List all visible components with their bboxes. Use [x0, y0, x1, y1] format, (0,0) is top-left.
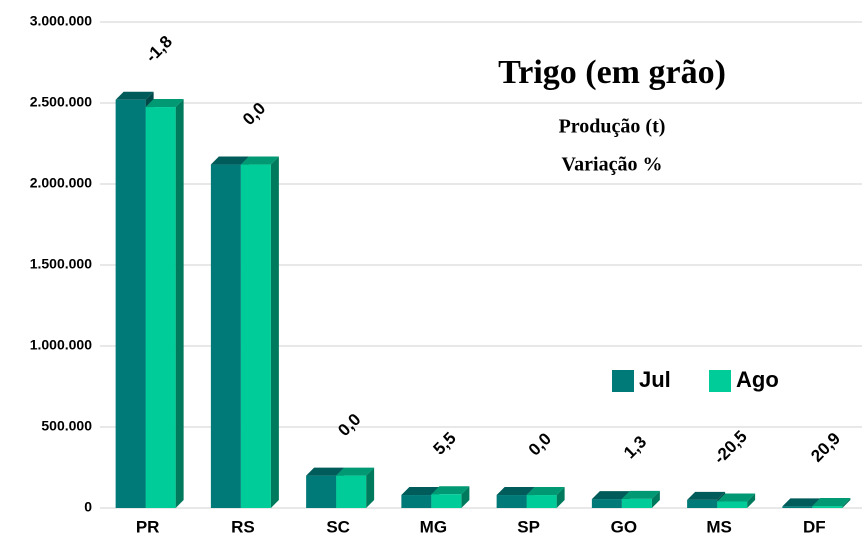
- bar-face: [210, 164, 241, 508]
- x-tick-label: DF: [803, 517, 826, 536]
- bar-face: [431, 486, 470, 495]
- legend-label: Jul: [639, 367, 671, 392]
- x-tick-label: RS: [231, 517, 255, 536]
- bar-face: [747, 493, 756, 508]
- bar-face: [175, 99, 184, 509]
- bar-face: [591, 491, 630, 500]
- bar-face: [306, 467, 345, 476]
- bar: [621, 490, 660, 508]
- bar: [496, 487, 535, 508]
- bar-face: [401, 487, 440, 496]
- bar-face: [461, 486, 470, 508]
- x-tick-label: MS: [706, 517, 732, 536]
- y-tick-label: 0: [84, 499, 92, 515]
- y-tick-label: 2.000.000: [30, 175, 92, 191]
- y-tick-label: 1.500.000: [30, 256, 92, 272]
- x-tick-label: MG: [420, 517, 447, 536]
- bar-face: [431, 494, 462, 508]
- bar-face: [115, 91, 154, 100]
- bar-face: [782, 506, 813, 508]
- annotation: 5,5: [430, 428, 460, 458]
- bar-face: [496, 495, 527, 508]
- bar-face: [526, 495, 557, 508]
- bar: [240, 156, 279, 508]
- bar-face: [496, 487, 535, 496]
- bar-face: [240, 164, 271, 508]
- legend-swatch: [709, 370, 731, 392]
- bar-face: [145, 99, 184, 108]
- y-tick-label: 3.000.000: [30, 13, 92, 29]
- bar-face: [366, 467, 375, 508]
- x-tick-label: PR: [136, 517, 160, 536]
- bar-face: [782, 498, 821, 507]
- bar-face: [621, 490, 660, 499]
- bar-face: [687, 499, 718, 508]
- bar: [145, 99, 184, 509]
- bar-face: [591, 499, 622, 508]
- y-tick-label: 500.000: [41, 418, 92, 434]
- bar-face: [812, 506, 843, 508]
- annotation: 0,0: [334, 410, 364, 440]
- bar: [431, 486, 470, 508]
- bar-face: [270, 156, 279, 508]
- bar-face: [651, 490, 660, 508]
- bar: [336, 467, 375, 508]
- bar-face: [210, 156, 249, 165]
- annotation: 20,9: [807, 429, 844, 466]
- bar: [812, 498, 851, 508]
- annotation: 1,3: [620, 432, 650, 462]
- annotation: -20,5: [710, 427, 751, 468]
- bar-face: [401, 495, 432, 508]
- bar-face: [240, 156, 279, 165]
- legend-label: Ago: [736, 367, 779, 392]
- y-tick-label: 1.000.000: [30, 337, 92, 353]
- bar-face: [336, 467, 375, 476]
- annotation: 0,0: [525, 429, 555, 459]
- bar: [717, 493, 756, 508]
- x-tick-label: SC: [326, 517, 350, 536]
- chart-subtitle: Variação %: [562, 154, 663, 176]
- bar-face: [526, 487, 565, 496]
- x-tick-label: SP: [517, 517, 540, 536]
- legend-swatch: [612, 370, 634, 392]
- bar-face: [842, 498, 851, 508]
- bar-face: [336, 475, 367, 508]
- bar-face: [306, 475, 337, 508]
- bar-face: [687, 491, 726, 500]
- bar-face: [717, 493, 756, 502]
- bar-face: [812, 498, 851, 507]
- bar: [526, 487, 565, 508]
- y-tick-label: 2.500.000: [30, 94, 92, 110]
- bar-face: [556, 487, 565, 508]
- chart-title: Trigo (em grão): [498, 54, 726, 91]
- bar-face: [115, 99, 146, 508]
- bar-face: [145, 107, 176, 509]
- bar-face: [621, 498, 652, 508]
- annotation: -1,8: [142, 32, 176, 66]
- x-tick-label: GO: [611, 517, 637, 536]
- chart-subtitle: Produção (t): [559, 116, 666, 138]
- bar-face: [717, 501, 748, 508]
